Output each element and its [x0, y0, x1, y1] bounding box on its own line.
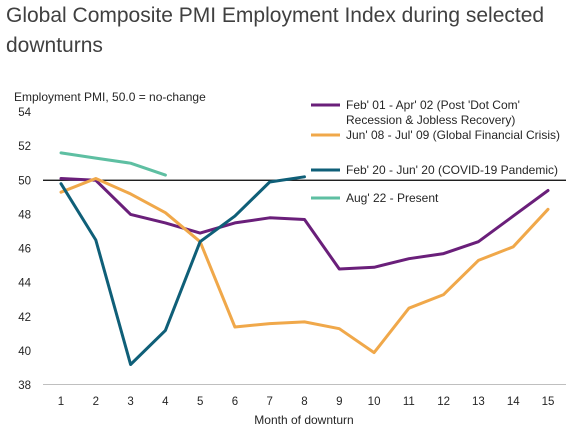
x-tick-label: 10 — [368, 396, 381, 408]
x-tick-label: 7 — [267, 396, 273, 408]
y-tick-label: 50 — [18, 175, 31, 187]
y-tick-label: 46 — [18, 244, 31, 256]
series-lines — [59, 151, 550, 366]
legend: Feb' 01 - Apr' 02 (Post 'Dot Com'Recessi… — [311, 98, 560, 205]
chart-title-line-2: downturns — [6, 34, 103, 57]
x-tick-label: 2 — [93, 396, 99, 408]
x-tick-labels: 1 2 3 4 5 6 7 8 9 10 11 12 13 14 15 — [58, 396, 555, 408]
x-tick-label: 11 — [403, 396, 415, 408]
x-tick-label: 13 — [472, 396, 485, 408]
y-tick-label: 40 — [18, 346, 31, 358]
x-tick-label: 14 — [507, 396, 520, 408]
y-tick-label: 52 — [18, 141, 31, 153]
legend-label-2: Jun' 08 - Jul' 09 (Global Financial Cris… — [346, 128, 560, 142]
x-tick-label: 8 — [301, 396, 307, 408]
y-tick-labels: 38 40 42 44 46 48 50 52 54 — [18, 107, 31, 392]
legend-label-1: Recession & Jobless Recovery) — [346, 113, 515, 127]
x-tick-label: 5 — [197, 396, 203, 408]
x-tick-label: 15 — [542, 396, 555, 408]
y-axis-label: Employment PMI, 50.0 = no-change — [14, 90, 206, 104]
y-tick-label: 44 — [18, 278, 31, 290]
x-tick-label: 3 — [127, 396, 133, 408]
series-line-1 — [59, 177, 550, 271]
x-tick-label: 1 — [58, 396, 64, 408]
x-tick-label: 6 — [232, 396, 238, 408]
y-tick-label: 42 — [18, 312, 31, 324]
legend-label-4: Aug' 22 - Present — [346, 191, 439, 205]
y-tick-label: 48 — [18, 209, 31, 221]
legend-label-3: Feb' 20 - Jun' 20 (COVID-19 Pandemic) — [346, 163, 558, 177]
x-tick-label: 4 — [162, 396, 169, 408]
series-line-2 — [59, 177, 550, 355]
x-tick-label: 9 — [336, 396, 342, 408]
x-tick-label: 12 — [437, 396, 450, 408]
chart-title-line-1: Global Composite PMI Employment Index du… — [6, 4, 544, 27]
y-tick-label: 38 — [18, 380, 31, 392]
series-line-4 — [59, 151, 167, 177]
y-tick-label: 54 — [18, 107, 31, 119]
x-axis-label: Month of downturn — [254, 413, 353, 427]
series-line-3 — [59, 175, 306, 366]
legend-label-1: Feb' 01 - Apr' 02 (Post 'Dot Com' — [346, 98, 520, 112]
